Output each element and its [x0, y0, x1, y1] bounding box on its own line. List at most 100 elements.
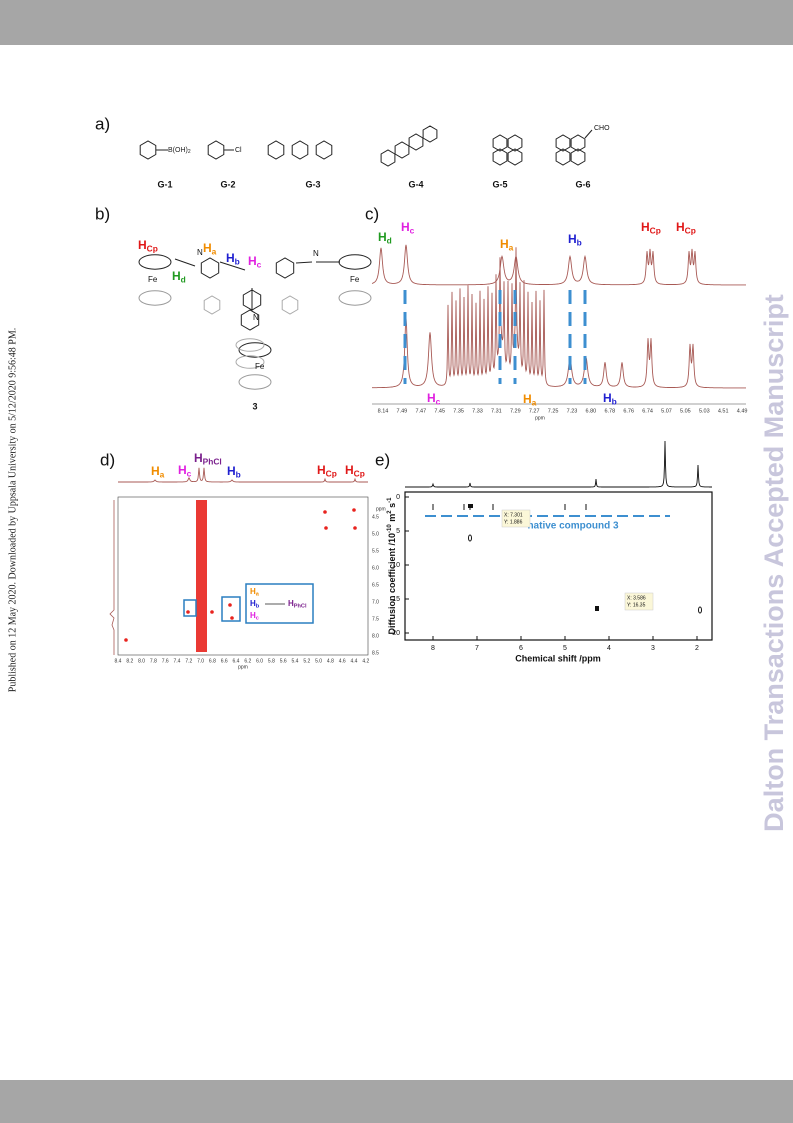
- ring: [555, 148, 571, 166]
- x-tick-label: 8.14: [378, 408, 389, 414]
- proton-subscript: c: [410, 226, 415, 236]
- axis-title: ppm: [238, 664, 248, 670]
- projection-top: [118, 467, 368, 483]
- label: Fe: [148, 275, 158, 284]
- proton-label: Ha: [523, 392, 537, 408]
- x-tick-label: 7.25: [548, 408, 559, 414]
- dosy-peak: [468, 534, 472, 542]
- y-tick-label: 5.5: [372, 548, 379, 554]
- x-tick-label: 7: [475, 645, 479, 652]
- panel-label: b): [95, 204, 110, 223]
- cross-peak: [230, 616, 234, 620]
- proton-label: Hc: [248, 254, 262, 270]
- x-tick-label: 2: [695, 645, 699, 652]
- ring: [139, 140, 157, 160]
- x-tick-label: 5.4: [292, 658, 299, 664]
- x-tick-label: 5.07: [661, 408, 672, 414]
- proton-symbol: H: [317, 463, 326, 477]
- axis-title: Diffusion coefficient /10-10 m2 s-1: [387, 497, 398, 635]
- cp-ring: [235, 355, 265, 369]
- substituent-main: B(OH): [168, 147, 188, 154]
- proton-subscript: PhCl: [203, 457, 222, 467]
- y-tick-label: 7.5: [372, 616, 379, 622]
- proton-label: Hb: [568, 232, 582, 248]
- proton-subscript: a: [160, 470, 165, 480]
- plot-frame: [404, 491, 713, 641]
- proton-symbol: H: [203, 241, 212, 255]
- ring: [200, 257, 220, 279]
- y-tick-label: 4.5: [372, 514, 379, 520]
- cp-ring: [235, 338, 265, 352]
- x-tick-label: 4.51: [718, 408, 729, 414]
- download-notice: Published on 12 May 2020. Downloaded by …: [7, 328, 18, 692]
- axis-title-part: -1: [387, 497, 393, 503]
- x-tick-label: 8.2: [126, 658, 133, 664]
- proton-symbol: H: [178, 463, 187, 477]
- proton-symbol: H: [250, 587, 256, 596]
- ring: [281, 295, 299, 315]
- proton-label: Ha: [151, 464, 165, 480]
- annotation: Y: 1.886: [504, 519, 523, 525]
- compound-label: G-4: [408, 179, 423, 189]
- x-tick-label: 7.4: [174, 658, 181, 664]
- x-tick-label: 8: [431, 645, 435, 652]
- proton-subscript: Cp: [354, 469, 365, 479]
- proton-symbol: H: [500, 237, 509, 251]
- cross-peak: [210, 610, 214, 614]
- ring: [315, 140, 333, 160]
- ring: [492, 134, 508, 152]
- ring: [291, 140, 309, 160]
- axis-title-part: s: [387, 503, 397, 511]
- x-tick-label: 4.4: [351, 658, 358, 664]
- cross-peak-column: [196, 500, 207, 652]
- proton-subscript: d: [387, 236, 392, 246]
- compound-label: G-6: [575, 179, 590, 189]
- substituent: B(OH)2: [168, 147, 191, 155]
- x-tick-label: 5.8: [268, 658, 275, 664]
- label: N: [197, 248, 203, 257]
- proton-symbol: H: [138, 238, 147, 252]
- annotation: X: 3.586: [627, 595, 646, 601]
- annotation: X: 7.301: [504, 512, 523, 518]
- proton-symbol: H: [568, 232, 577, 246]
- proton-subscript: PhCl: [294, 604, 307, 610]
- proton-symbol: H: [194, 451, 203, 465]
- compound-label: G-3: [305, 179, 320, 189]
- proton-subscript: c: [257, 260, 262, 270]
- label: 3: [252, 401, 257, 411]
- proton-label: HCp: [676, 220, 696, 236]
- ring: [570, 148, 586, 166]
- y-tick-label: 8.5: [372, 650, 379, 656]
- proton-label: Hc: [401, 220, 415, 236]
- cp-ring: [238, 342, 272, 358]
- proton-label: Hb: [227, 464, 241, 480]
- x-tick-label: 7.27: [529, 408, 540, 414]
- x-tick-label: 6.6: [221, 658, 228, 664]
- projection-left: [109, 500, 115, 655]
- y-tick-label: 10: [392, 562, 400, 569]
- proton-label: HCp: [138, 238, 158, 254]
- projection-top: [405, 440, 712, 488]
- y-tick-label: 15: [392, 596, 400, 603]
- annotation: Y: 16.35: [627, 602, 646, 608]
- bond: [584, 129, 593, 139]
- cross-peak: [324, 526, 328, 530]
- proton-subscript: Cp: [685, 226, 696, 236]
- proton-label: Ha: [203, 241, 217, 257]
- proton-label: Hc: [250, 611, 259, 622]
- proton-subscript: d: [181, 275, 186, 285]
- dosy-peak: [595, 606, 599, 611]
- x-tick-label: 4: [607, 645, 611, 652]
- ring: [207, 140, 225, 160]
- ring: [555, 134, 571, 152]
- x-tick-label: 5.05: [680, 408, 691, 414]
- cross-peak: [228, 603, 232, 607]
- proton-symbol: H: [227, 464, 236, 478]
- x-tick-label: 8.0: [138, 658, 145, 664]
- x-tick-label: 5.2: [303, 658, 310, 664]
- proton-symbol: H: [250, 611, 256, 620]
- proton-subscript: Cp: [650, 226, 661, 236]
- axis-title: ppm: [535, 415, 545, 421]
- label: CHO: [594, 125, 610, 132]
- x-tick-label: 4.6: [339, 658, 346, 664]
